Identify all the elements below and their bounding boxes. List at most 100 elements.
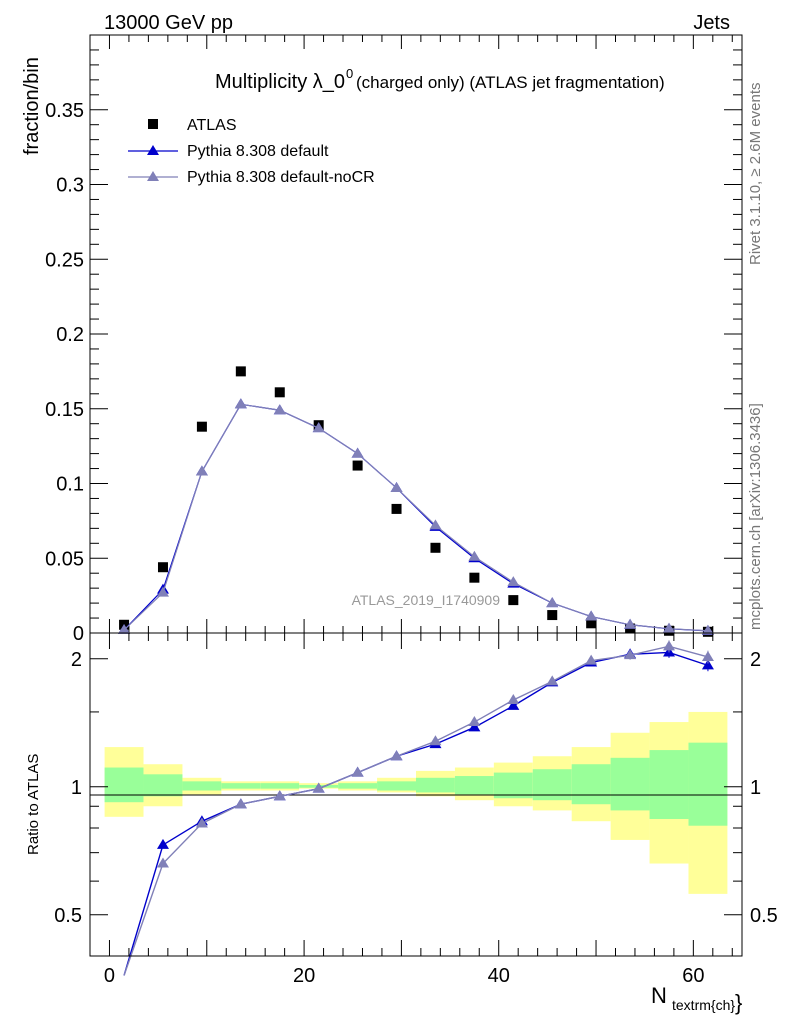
y-tick-label: 0.15 [45,399,84,421]
x-axis-label-brace: } [735,990,742,1015]
ratio-marker-1 [351,766,364,777]
x-tick-label: 40 [488,965,510,987]
legend-marker-nocr [147,171,159,181]
ratio-y-tick-label-right: 2 [750,649,761,671]
ratio-marker-1 [156,857,169,868]
ratio-series [123,640,714,976]
data-marker-2 [351,447,364,458]
ratio-panel: 0.5 0.51 12 20 20 40 60 Ratio to ATLAS N textr… [25,632,778,1015]
process-label: Jets [693,12,730,34]
data-marker-2 [585,610,598,621]
data-marker-2 [234,398,247,409]
data-marker-2 [429,519,442,530]
ratio-line-1 [123,645,709,976]
data-marker-2 [156,586,169,597]
ratio-marker-1 [312,782,325,793]
series-line-2 [123,403,708,632]
ratio-marker-0 [156,838,169,849]
data-point-atlas [352,460,363,471]
x-tick-label: 60 [682,965,704,987]
band-inner [688,742,728,826]
ratio-y-axis-label: Ratio to ATLAS [25,754,42,855]
ratio-marker-1 [429,735,442,746]
plot-title-suffix: (charged only) (ATLAS jet fragmentation) [356,73,665,92]
data-marker-2 [118,624,131,635]
x-tick-label: 0 [104,965,115,987]
band-inner [143,774,183,797]
ratio-marker-1 [624,649,637,660]
main-y-ticks: 0 0.05 0.1 0.15 0.2 0.25 0.3 0.35 [45,35,742,645]
ratio-marker-1 [701,650,714,661]
data-marker-2 [468,550,481,561]
band-inner [493,772,533,799]
band-inner [532,769,572,801]
band-inner [104,767,144,803]
legend-label-default: Pythia 8.308 default [187,143,329,160]
y-tick-label: 0.35 [45,100,84,122]
data-point-atlas [274,387,285,398]
ratio-plot-frame [89,632,743,957]
legend-marker-default [147,145,159,155]
plot-title: Multiplicity λ_0 [215,71,345,93]
data-marker-2 [546,597,559,608]
ratio-ticks: 0.5 0.51 12 20 20 40 60 [54,633,778,987]
data-point-atlas [586,618,597,629]
y-tick-label: 0.3 [56,175,84,197]
ratio-y-tick-label: 1 [71,777,82,799]
ratio-marker-0 [701,659,714,670]
ratio-marker-1 [663,640,676,651]
x-axis-label-subscript: textrm{ch} [672,997,735,1013]
data-marker-2 [195,465,208,476]
ratio-marker-1 [234,798,247,809]
data-point-atlas [157,562,168,573]
band-inner [571,764,611,805]
ratio-y-tick-label: 0.5 [54,905,82,927]
ratio-marker-1 [585,654,598,665]
ratio-marker-0 [507,699,520,710]
plot-title-superscript: 0 [346,66,353,81]
legend-marker-atlas [148,119,158,129]
band-inner [221,783,261,789]
y-tick-label: 0 [73,623,84,645]
band-inner [182,781,222,791]
band-inner [649,750,689,819]
data-marker-2 [701,624,714,635]
legend-label-nocr: Pythia 8.308 default-noCR [187,169,375,186]
main-series [118,366,714,637]
rivet-version-label: Rivet 3.1.10, ≥ 2.6M events [747,83,764,266]
ratio-marker-1 [195,817,208,828]
data-point-atlas [430,542,441,553]
data-marker-2 [390,481,403,492]
y-tick-label: 0.2 [56,324,84,346]
y-axis-label: fraction/bin [21,57,43,155]
x-axis-label: N [651,983,667,1008]
ratio-marker-1 [390,750,403,761]
ratio-marker-1 [273,790,286,801]
data-point-atlas [547,610,558,621]
mcplots-label: mcplots.cern.ch [arXiv:1306.3436] [747,403,764,630]
ratio-marker-1 [507,694,520,705]
legend: ATLAS Pythia 8.308 default Pythia 8.308 … [128,117,375,186]
ratio-y-tick-label-right: 1 [750,777,761,799]
band-inner [416,777,455,793]
analysis-watermark: ATLAS_2019_I1740909 [352,592,501,608]
data-marker-2 [507,576,520,587]
ratio-y-tick-label-right: 0.5 [750,905,778,927]
data-marker-2 [312,422,325,433]
x-tick-label: 20 [293,965,315,987]
band-inner [610,757,650,811]
y-tick-label: 0.05 [45,548,84,570]
data-point-atlas [235,366,246,377]
data-point-atlas [469,572,480,583]
band-inner [338,783,378,789]
data-marker-2 [273,404,286,415]
data-point-atlas [391,503,402,514]
ratio-marker-1 [546,675,559,686]
energy-label: 13000 GeV pp [104,12,233,34]
band-inner [260,783,300,789]
ratio-y-tick-label: 2 [71,649,82,671]
y-tick-label: 0.25 [45,249,84,271]
main-panel: Multiplicity λ_0 0 (charged only) (ATLAS… [21,34,743,645]
data-point-atlas [508,595,519,606]
